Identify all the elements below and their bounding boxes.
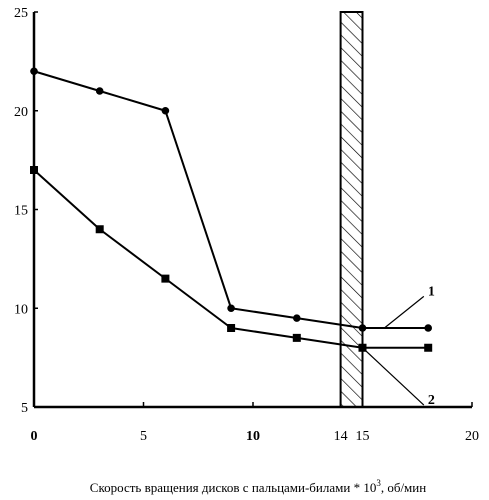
y-tick-label: 20: [14, 105, 28, 120]
series-2-leader-line: [362, 347, 425, 406]
series-2-point: [95, 225, 104, 234]
series-1-point: [424, 324, 433, 332]
label-layer: 12: [362, 284, 435, 408]
x-tick-label: 14: [334, 429, 348, 444]
series-1-point: [161, 106, 170, 115]
series-1-point: [293, 314, 301, 322]
y-tick-label: 10: [14, 302, 28, 317]
series-1-point: [95, 87, 104, 95]
y-tick-label: 25: [14, 6, 28, 21]
series-1-label: 1: [428, 284, 435, 299]
series-1-point: [227, 304, 235, 313]
series-2-label: 2: [428, 393, 435, 408]
series-2-point: [227, 324, 236, 332]
x-tick-label: 20: [465, 429, 479, 444]
x-tick-label: 0: [31, 429, 38, 444]
x-axis-title-superscript: 3: [376, 478, 381, 488]
series-2-point: [161, 274, 170, 283]
y-tick-label: 5: [21, 401, 28, 416]
x-tick-label: 10: [246, 429, 260, 444]
x-axis-title-main: Скорость вращения дисков с пальцами-била…: [90, 480, 377, 495]
series-1-point: [30, 67, 38, 76]
series-1-leader-line: [384, 295, 425, 329]
x-axis-title: Скорость вращения дисков с пальцами-била…: [90, 478, 426, 495]
series-line-1: [33, 70, 429, 329]
y-tick-label: 15: [14, 204, 28, 219]
series-1-point: [358, 324, 367, 332]
series-2-point: [30, 166, 38, 174]
marker-layer: [30, 67, 433, 352]
x-tick-label: 5: [140, 429, 147, 444]
series-line-2: [33, 169, 429, 349]
series-2-point: [292, 333, 301, 342]
x-tick-label: 15: [356, 429, 370, 444]
series-2-point: [424, 343, 433, 352]
x-axis-title-unit: , об/мин: [381, 480, 426, 495]
